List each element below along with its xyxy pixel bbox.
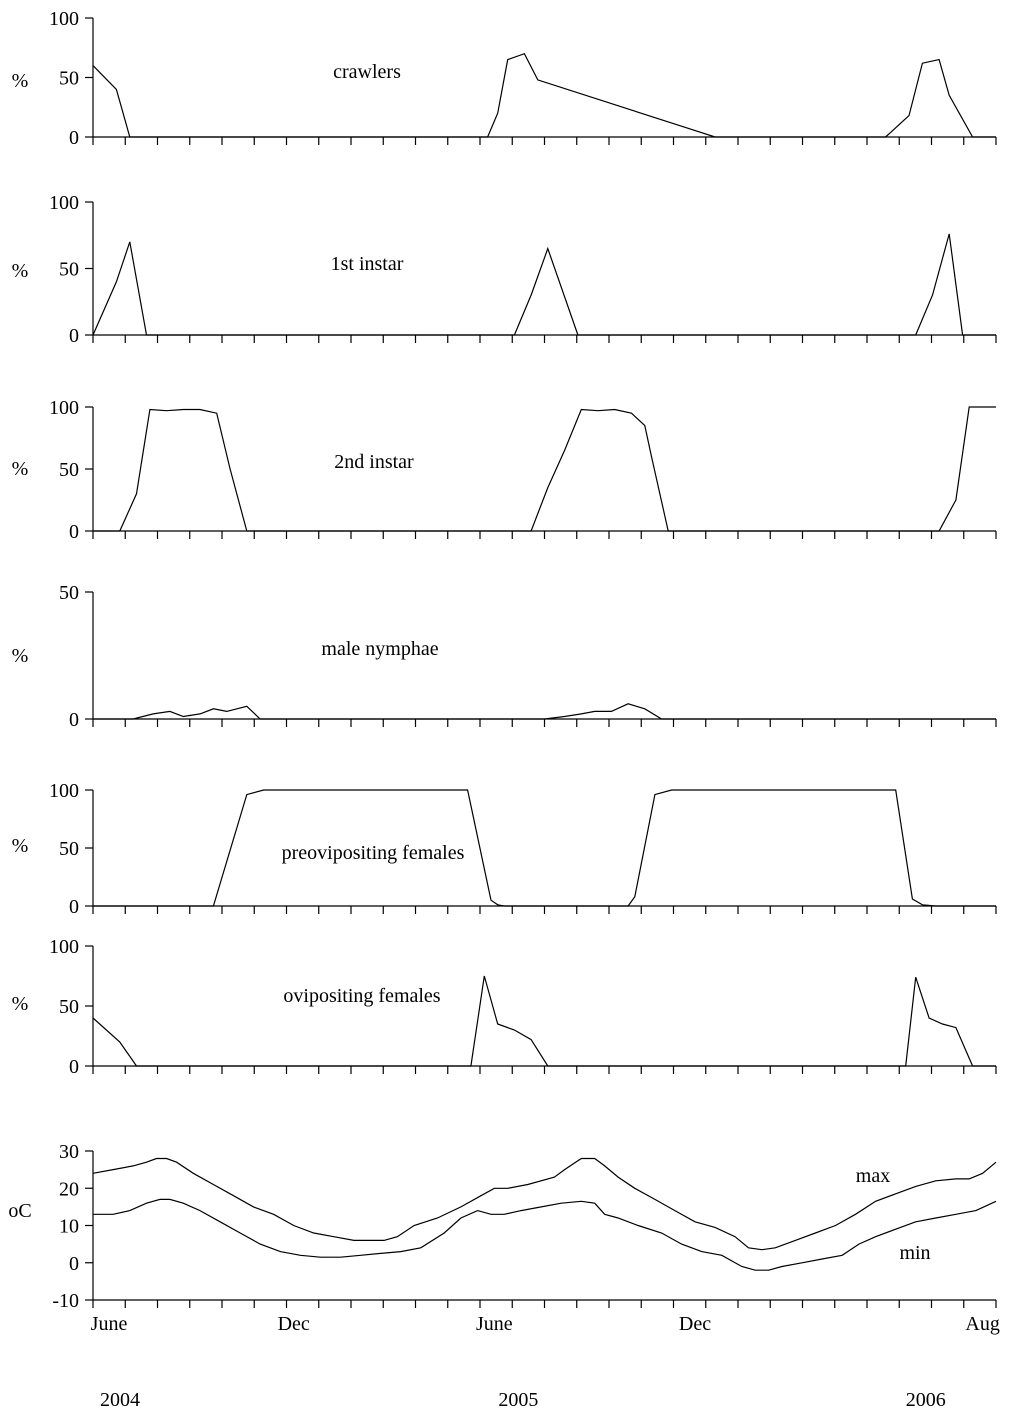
series-label: male nymphae [321, 638, 438, 660]
y-tick-label: 50 [59, 582, 79, 604]
series-label-max: max [856, 1165, 890, 1187]
y-tick-label: 0 [69, 896, 79, 918]
y-axis-label: % [12, 835, 29, 857]
y-tick-label: 50 [59, 459, 79, 481]
x-tick-label: June [91, 1313, 128, 1335]
panel-2: 0 50 100% 1st instar [12, 192, 997, 347]
series-line-ovipositing-females [92, 975, 996, 1067]
y-tick-label: 50 [59, 838, 79, 860]
y-tick-label: 0 [69, 521, 79, 543]
y-axis-label: % [12, 260, 29, 282]
series-line-male-nymphae [93, 703, 996, 720]
y-tick-label: 0 [69, 1253, 79, 1275]
y-tick-label: 100 [49, 192, 79, 214]
year-label: 2005 [498, 1389, 538, 1411]
series-line-1st-instar [92, 233, 996, 336]
y-tick-label: 20 [59, 1178, 79, 1200]
panel-6: 0 50 100% ovipositing females [12, 936, 997, 1078]
year-label: 2006 [906, 1389, 946, 1411]
y-tick-label: 0 [69, 709, 79, 731]
y-tick-label: 100 [49, 397, 79, 419]
series-line-min [93, 1198, 997, 1271]
y-tick-label: 100 [49, 8, 79, 30]
panel-1: 0 50 100% crawlers [12, 8, 997, 149]
series-line-crawlers [92, 52, 996, 138]
y-tick-label: 10 [59, 1216, 79, 1238]
y-axis-label: oC [8, 1200, 31, 1222]
series-line-max [92, 1157, 997, 1251]
series-label: 2nd instar [334, 451, 414, 473]
panel-4: 0 50% male nymphae [12, 582, 997, 731]
x-tick-label: Aug [965, 1313, 999, 1335]
y-tick-label: 0 [69, 127, 79, 149]
series-label: ovipositing females [283, 985, 440, 1007]
series-line-preovipositing-females [93, 789, 996, 907]
panel-3: 0 50 100% 2nd instar [12, 397, 997, 543]
y-tick-label: 0 [69, 1056, 79, 1078]
series-label: 1st instar [331, 253, 404, 275]
y-tick-label: 0 [69, 325, 79, 347]
y-tick-label: 30 [59, 1141, 79, 1163]
year-label: 2004 [100, 1389, 140, 1411]
y-tick-label: 50 [59, 259, 79, 281]
series-label: preovipositing females [282, 842, 465, 864]
y-tick-label: 50 [59, 68, 79, 90]
y-axis-label: % [12, 70, 29, 92]
panel-7: 30 20 10 0 -10 oC max min June Dec June Dec Aug 2004 2… [8, 1141, 1000, 1411]
y-axis-label: % [12, 458, 29, 480]
y-axis-label: % [12, 645, 29, 667]
y-tick-label: -10 [52, 1290, 79, 1312]
series-line-2nd-instar [93, 406, 996, 532]
x-tick-label: Dec [278, 1313, 310, 1335]
y-tick-label: 100 [49, 780, 79, 802]
x-tick-label: Dec [679, 1313, 711, 1335]
x-tick-label: June [476, 1313, 513, 1335]
y-axis-label: % [12, 993, 29, 1015]
panel-5: 0 50 100% preovipositing females [12, 780, 997, 918]
y-tick-label: 50 [59, 996, 79, 1018]
y-tick-label: 100 [49, 936, 79, 958]
series-label: crawlers [333, 61, 401, 83]
series-label-min: min [899, 1242, 930, 1264]
